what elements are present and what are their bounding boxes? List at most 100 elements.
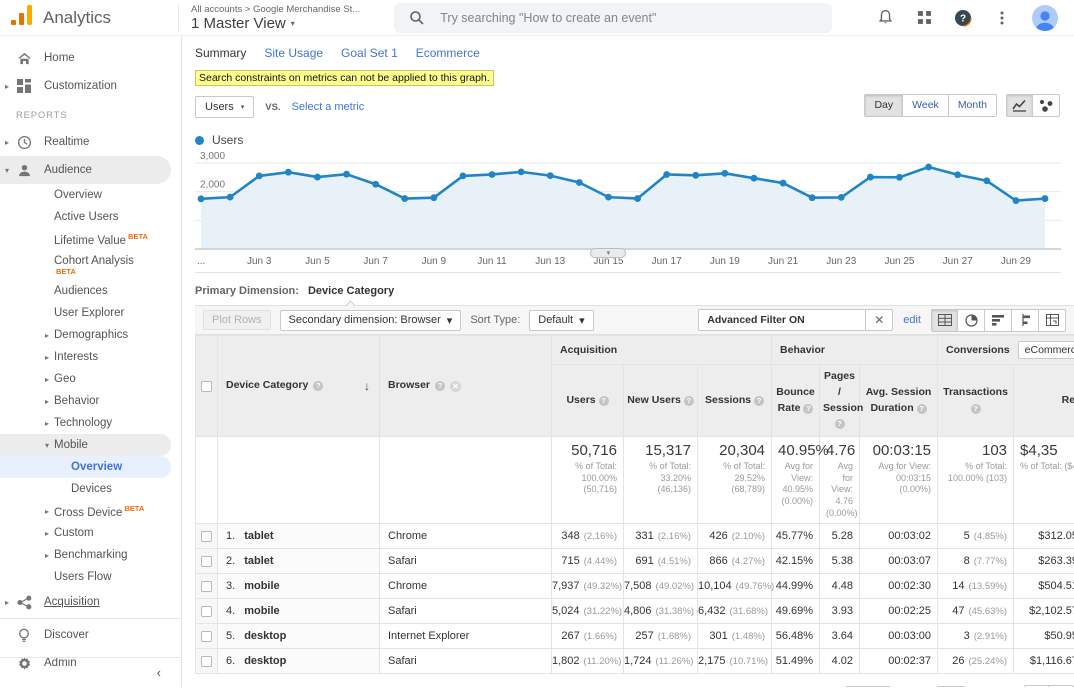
- row-checkbox[interactable]: [201, 556, 212, 567]
- column-header-bounce-rate[interactable]: Bounce Rate ?: [772, 365, 820, 437]
- column-header-pages-session[interactable]: Pages / Session ?: [820, 365, 860, 437]
- sidebar-item-benchmarking[interactable]: ▸Benchmarking: [0, 544, 181, 566]
- primary-dimension-tab[interactable]: Device Category: [308, 285, 394, 297]
- tab-ecommerce[interactable]: Ecommerce: [416, 46, 480, 60]
- next-page-button[interactable]: ›: [1049, 685, 1074, 687]
- edit-filter-link[interactable]: edit: [903, 314, 921, 326]
- expand-arrow-icon[interactable]: ▸: [0, 82, 14, 91]
- sidebar-item-realtime[interactable]: ▸Realtime: [0, 128, 181, 156]
- sidebar-item-active-users[interactable]: Active Users: [0, 206, 181, 228]
- device-category-cell[interactable]: 2.tablet: [218, 549, 380, 574]
- sort-type-dropdown[interactable]: Default ▾: [529, 310, 593, 331]
- sidebar-item-acquisition[interactable]: ▸Acquisition: [0, 588, 181, 616]
- line-chart-view-button[interactable]: [1006, 94, 1033, 117]
- sidebar-item-devices[interactable]: Devices: [0, 478, 181, 500]
- expand-arrow-icon[interactable]: ▸: [40, 353, 54, 362]
- device-category-cell[interactable]: 3.mobile: [218, 574, 380, 599]
- pivot-view-icon[interactable]: [1039, 309, 1066, 332]
- column-header-users[interactable]: Users ?: [552, 365, 624, 437]
- account-avatar[interactable]: [1032, 5, 1058, 31]
- sidebar-item-customization[interactable]: ▸Customization: [0, 72, 181, 100]
- apps-grid-icon[interactable]: [915, 9, 933, 27]
- help-icon[interactable]: ?: [835, 419, 845, 429]
- help-icon[interactable]: ?: [971, 404, 981, 414]
- granularity-day-button[interactable]: Day: [864, 94, 903, 117]
- column-header-transactions[interactable]: Transactions ?: [938, 365, 1014, 437]
- sort-descending-icon[interactable]: ↓: [364, 377, 370, 395]
- help-icon[interactable]: ?: [313, 381, 323, 391]
- column-header-avg-session-duration[interactable]: Avg. Session Duration ?: [860, 365, 938, 437]
- row-checkbox[interactable]: [201, 531, 212, 542]
- sidebar-item-overview[interactable]: Overview: [0, 184, 181, 206]
- motion-chart-view-button[interactable]: [1033, 94, 1060, 117]
- analytics-logo[interactable]: Analytics: [10, 3, 178, 32]
- metric-dropdown[interactable]: Users ▾: [195, 96, 254, 118]
- browser-cell[interactable]: Safari: [380, 649, 552, 674]
- sidebar-item-cross-device[interactable]: ▸Cross DeviceBETA: [0, 500, 181, 522]
- plot-rows-button[interactable]: Plot Rows: [203, 310, 271, 330]
- column-header-device-category[interactable]: Device Category?↓: [218, 336, 380, 437]
- sidebar-item-audiences[interactable]: Audiences: [0, 280, 181, 302]
- sidebar-item-demographics[interactable]: ▸Demographics: [0, 324, 181, 346]
- collapse-arrow-icon[interactable]: ▾: [40, 441, 54, 450]
- select-metric-link[interactable]: Select a metric: [292, 101, 365, 113]
- device-category-cell[interactable]: 5.desktop: [218, 624, 380, 649]
- granularity-month-button[interactable]: Month: [949, 94, 997, 117]
- device-category-cell[interactable]: 4.mobile: [218, 599, 380, 624]
- notifications-bell-icon[interactable]: [876, 9, 894, 27]
- sidebar-item-mobile[interactable]: ▾Mobile: [0, 434, 171, 456]
- sidebar-item-user-explorer[interactable]: User Explorer: [0, 302, 181, 324]
- browser-cell[interactable]: Chrome: [380, 574, 552, 599]
- expand-arrow-icon[interactable]: ▸: [40, 419, 54, 428]
- data-view-icon[interactable]: [931, 309, 958, 332]
- tab-site-usage[interactable]: Site Usage: [264, 46, 323, 60]
- device-category-cell[interactable]: 6.desktop: [218, 649, 380, 674]
- account-picker[interactable]: All accounts > Google Merchandise St... …: [191, 4, 360, 32]
- prev-page-button[interactable]: ‹: [1024, 685, 1049, 687]
- sidebar-item-lifetime-value[interactable]: Lifetime ValueBETA: [0, 228, 181, 250]
- goto-page-input[interactable]: 1: [937, 686, 965, 687]
- expand-arrow-icon[interactable]: ▸: [40, 375, 54, 384]
- expand-arrow-icon[interactable]: ▸: [40, 331, 54, 340]
- help-icon[interactable]: ?: [754, 396, 764, 406]
- sidebar-collapse-button[interactable]: ‹: [0, 657, 181, 687]
- sidebar-item-geo[interactable]: ▸Geo: [0, 368, 181, 390]
- help-icon[interactable]: ?: [803, 404, 813, 414]
- help-icon[interactable]: ?: [599, 396, 609, 406]
- conversions-goal-dropdown[interactable]: eCommerce ▾: [1018, 341, 1074, 359]
- percentage-view-icon[interactable]: [958, 309, 985, 332]
- sidebar-item-interests[interactable]: ▸Interests: [0, 346, 181, 368]
- help-icon[interactable]: ?: [917, 404, 927, 414]
- select-all-checkbox[interactable]: [201, 381, 212, 392]
- column-header-new-users[interactable]: New Users ?: [624, 365, 698, 437]
- row-checkbox[interactable]: [201, 631, 212, 642]
- browser-cell[interactable]: Internet Explorer: [380, 624, 552, 649]
- granularity-week-button[interactable]: Week: [903, 94, 949, 117]
- sidebar-item-discover[interactable]: Discover: [0, 621, 181, 649]
- column-header-sessions[interactable]: Sessions ?: [698, 365, 772, 437]
- row-checkbox[interactable]: [201, 606, 212, 617]
- performance-view-icon[interactable]: [985, 309, 1012, 332]
- clear-filter-button[interactable]: ✕: [866, 309, 893, 331]
- expand-arrow-icon[interactable]: ▸: [40, 551, 54, 560]
- expand-arrow-icon[interactable]: ▸: [0, 138, 14, 147]
- browser-cell[interactable]: Safari: [380, 549, 552, 574]
- comparison-view-icon[interactable]: [1012, 309, 1039, 332]
- show-rows-select[interactable]: 10 ▼: [846, 686, 890, 687]
- column-header-revenue[interactable]: Revenue: [1014, 365, 1074, 437]
- device-category-cell[interactable]: 1.tablet: [218, 524, 380, 549]
- sidebar-item-technology[interactable]: ▸Technology: [0, 412, 181, 434]
- more-options-icon[interactable]: [993, 9, 1011, 27]
- help-icon[interactable]: ?: [435, 381, 445, 391]
- browser-cell[interactable]: Safari: [380, 599, 552, 624]
- collapse-arrow-icon[interactable]: ▾: [0, 166, 14, 175]
- remove-secondary-dimension-icon[interactable]: ✕: [450, 381, 461, 392]
- expand-arrow-icon[interactable]: ▸: [0, 598, 14, 607]
- sidebar-item-cohort-analysis[interactable]: Cohort AnalysisBETA: [0, 250, 181, 280]
- browser-cell[interactable]: Chrome: [380, 524, 552, 549]
- timeline-scrubber-handle[interactable]: ▾: [590, 248, 626, 258]
- advanced-filter-chip[interactable]: Advanced Filter ON: [698, 309, 866, 331]
- row-checkbox[interactable]: [201, 581, 212, 592]
- help-icon[interactable]: ?: [954, 9, 972, 27]
- sidebar-item-custom[interactable]: ▸Custom: [0, 522, 181, 544]
